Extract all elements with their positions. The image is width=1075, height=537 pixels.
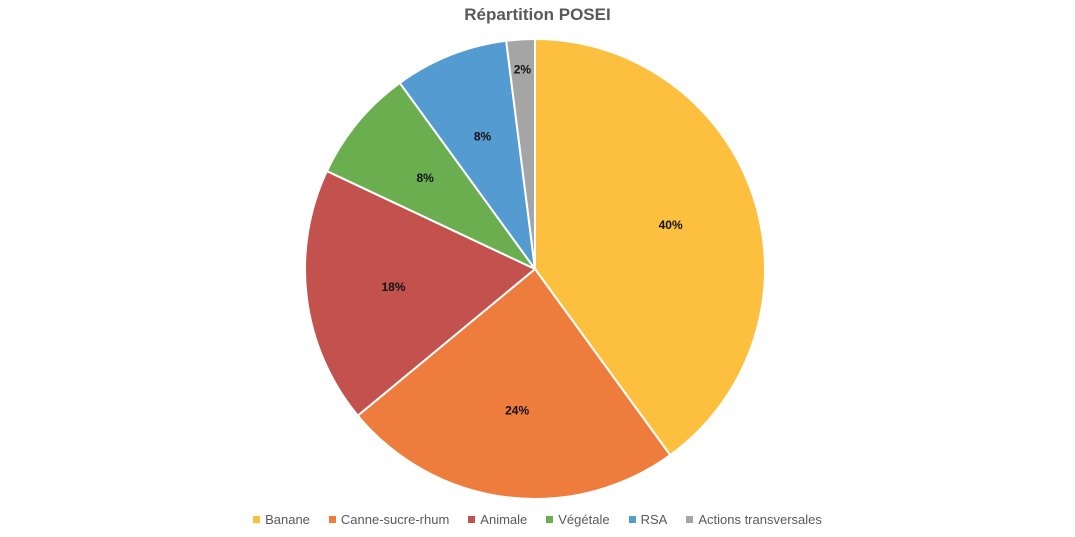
data-label: 24% (505, 403, 529, 417)
pie-slice-animale (304, 169, 537, 418)
legend-swatch-icon (253, 516, 261, 523)
data-label: 40% (659, 218, 683, 232)
pie-slice-canne-sucre-rhum (356, 267, 672, 500)
legend-item: Banane (253, 512, 310, 527)
legend-item: Actions transversales (686, 512, 822, 527)
legend-item: Canne-sucre-rhum (328, 512, 450, 527)
data-label: 2% (514, 62, 532, 76)
legend-item: Animale (468, 512, 527, 527)
data-label: 8% (474, 129, 492, 143)
legend: Banane Canne-sucre-rhum Animale Végétale RSA… (0, 512, 1075, 527)
legend-label: Canne-sucre-rhum (340, 512, 450, 527)
data-label: 18% (382, 280, 406, 294)
legend-swatch-icon (546, 516, 554, 523)
pie-slice-actions-transversales (505, 37, 536, 270)
legend-label: Actions transversales (698, 512, 822, 527)
legend-label: Animale (480, 512, 528, 527)
pie-slice-rsa (398, 39, 536, 270)
legend-swatch-icon (686, 516, 694, 523)
legend-swatch-icon (468, 516, 476, 523)
chart-title: Répartition POSEI (464, 5, 611, 24)
pie-slice-v-g-tale (325, 81, 536, 270)
legend-label: Végétale (558, 512, 610, 527)
legend-swatch-icon (628, 516, 636, 523)
pie-slice-banane (534, 37, 766, 457)
legend-item: RSA (628, 512, 668, 527)
legend-label: Banane (265, 512, 310, 527)
legend-swatch-icon (328, 516, 336, 523)
legend-item: Végétale (546, 512, 610, 527)
data-label: 8% (416, 171, 434, 185)
legend-label: RSA (640, 512, 668, 527)
